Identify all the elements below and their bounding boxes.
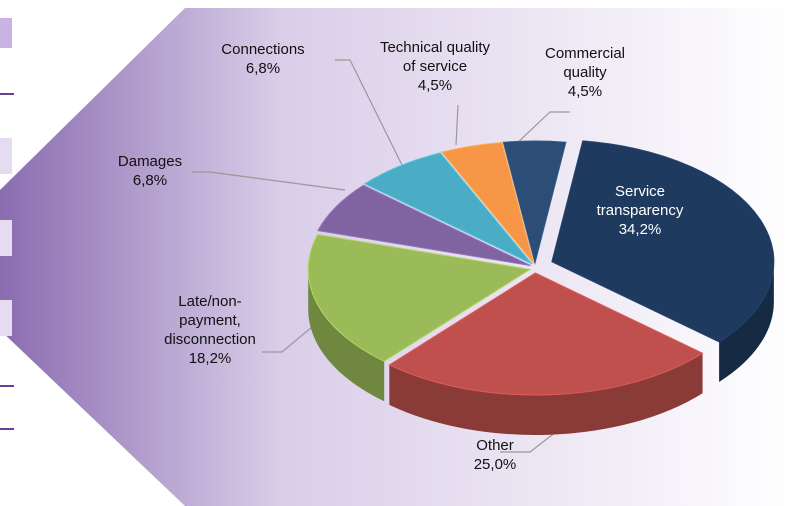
slice [502, 140, 567, 265]
value-label: 18,2% [189, 350, 232, 367]
leader-line [455, 104, 459, 146]
slice [551, 140, 775, 343]
category-label: Other [476, 437, 514, 454]
side-block [0, 300, 12, 336]
leader-line [262, 321, 319, 353]
side-block [0, 138, 12, 174]
side-block [0, 18, 12, 48]
side-line [0, 93, 14, 95]
value-label: 4,5% [418, 77, 452, 94]
value-label: 34,2% [619, 221, 662, 238]
side-line [0, 385, 14, 387]
category-label: Late/non-payment, disconnection [164, 293, 256, 348]
leader-line [514, 111, 570, 146]
slice-side [308, 269, 385, 402]
value-label: 4,5% [568, 83, 602, 100]
leader-line [192, 171, 346, 191]
category-label: Damages [118, 153, 182, 170]
leader-lines [192, 59, 570, 453]
category-label: Commercial quality [545, 45, 625, 81]
category-label: Connections [221, 41, 304, 58]
slice [317, 184, 531, 267]
slice-side [719, 261, 774, 382]
slice [307, 233, 532, 362]
slice [363, 152, 533, 265]
side-block [0, 220, 12, 256]
leader-line [335, 59, 403, 166]
pie-tops [307, 140, 775, 396]
value-label: 6,8% [246, 60, 280, 77]
value-label: 25,0% [474, 456, 517, 473]
slice [388, 272, 704, 396]
category-label: Service transparency [597, 183, 684, 219]
pie-sides [308, 261, 774, 435]
category-label: Technical quality of service [380, 39, 491, 75]
side-line [0, 428, 14, 430]
slice-side [389, 353, 703, 435]
value-label: 6,8% [133, 172, 167, 189]
slice [440, 141, 535, 264]
